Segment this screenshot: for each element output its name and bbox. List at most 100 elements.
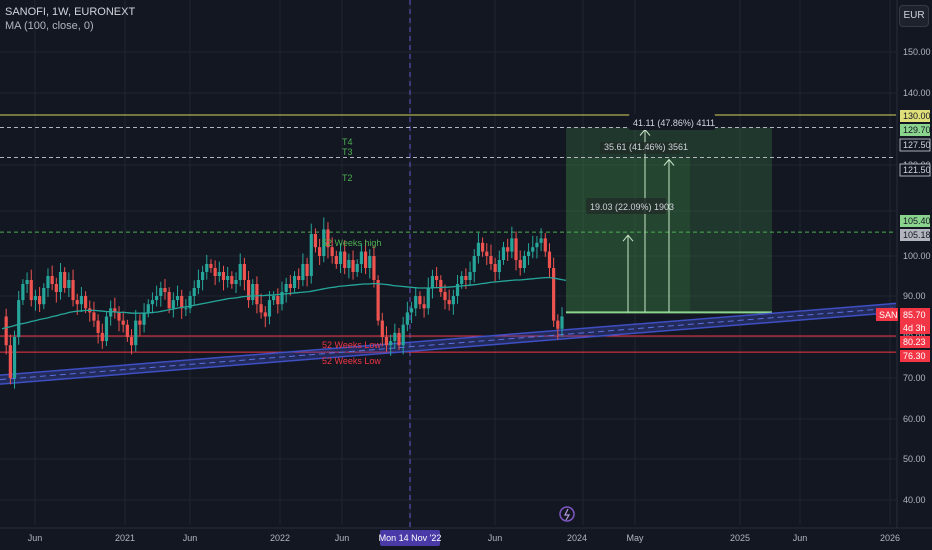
candle-body xyxy=(435,276,439,280)
ma-indicator-label: MA (100, close, 0) xyxy=(5,20,94,32)
candle-body xyxy=(209,264,213,268)
candle-body xyxy=(447,300,451,305)
candle-body xyxy=(430,276,435,288)
candle-body xyxy=(292,276,297,288)
candle-body xyxy=(372,256,376,280)
time-tick-label: Jun xyxy=(488,533,503,543)
candle-body xyxy=(443,292,447,301)
candle-body xyxy=(531,247,535,252)
time-tick-label: Jun xyxy=(335,533,350,543)
candle-body xyxy=(476,242,481,256)
candle-body xyxy=(205,264,209,272)
candle-body xyxy=(146,304,150,313)
trend-channel-band xyxy=(0,303,896,385)
price-tag: 105.40 xyxy=(900,215,931,227)
candle-body xyxy=(29,280,33,301)
candle-body xyxy=(192,288,196,296)
candle-body xyxy=(380,320,384,337)
candle-body xyxy=(113,308,117,313)
candle-body xyxy=(539,238,543,243)
last-price-symbol-bg xyxy=(876,308,898,321)
price-tag-text: 129.70 xyxy=(903,125,931,135)
measure-label: 19.03 (22.09%) 1903 xyxy=(586,198,674,214)
level-annotation: 52 Weeks high xyxy=(322,238,381,248)
candle-body xyxy=(238,264,242,280)
candle-body xyxy=(405,312,409,325)
price-tag-text: 127.50 xyxy=(903,140,931,150)
candle-body xyxy=(267,300,272,317)
price-tag-text: 130.00 xyxy=(903,111,931,121)
price-tag-text: 121.50 xyxy=(903,165,931,175)
measure-arrowhead xyxy=(663,158,675,166)
candle-body xyxy=(129,337,134,346)
candle-body xyxy=(75,300,79,305)
candle-body xyxy=(422,304,426,309)
time-tick-label: Jun xyxy=(28,533,43,543)
candle-body xyxy=(67,280,71,288)
candle-body xyxy=(359,251,364,264)
candle-body xyxy=(4,316,8,346)
earnings-event-icon[interactable] xyxy=(559,506,575,522)
candle-body xyxy=(200,272,205,280)
price-tick-label: 70.00 xyxy=(903,373,926,383)
candle-body xyxy=(464,276,468,280)
price-tag: 130.00 xyxy=(900,110,931,122)
lightning-icon xyxy=(564,508,571,521)
measure-label-bg xyxy=(600,142,680,154)
chart-legend: SANOFI, 1W, EURONEXT MA (100, close, 0) xyxy=(5,5,135,33)
candle-body xyxy=(104,316,109,342)
candle-body xyxy=(393,332,397,342)
candle-body xyxy=(251,284,255,301)
candle-body xyxy=(338,251,343,264)
candle-body xyxy=(368,256,372,268)
price-axis-bg xyxy=(897,0,932,550)
candle-body xyxy=(150,300,155,305)
measure-label: 35.61 (41.46%) 3561 xyxy=(600,142,688,154)
candle-body xyxy=(518,260,522,268)
price-tick-label: 150.00 xyxy=(903,47,931,57)
symbol-title: SANOFI, 1W, EURONEXT xyxy=(5,6,136,18)
price-tag: 76.30 xyxy=(900,350,930,362)
candle-body xyxy=(142,312,146,325)
candle-body xyxy=(17,300,21,337)
candle-body xyxy=(50,276,54,284)
candle-body xyxy=(506,247,510,252)
price-tick-label: 100.00 xyxy=(903,251,931,261)
candle-body xyxy=(510,238,514,252)
measure-arrowhead xyxy=(622,234,634,242)
candle-body xyxy=(493,264,497,272)
candle-body xyxy=(522,256,526,268)
candle-body xyxy=(92,312,96,321)
candle-body xyxy=(305,264,309,276)
price-tag-bg xyxy=(899,163,931,177)
candle-body xyxy=(351,260,355,272)
price-tag: 105.18 xyxy=(900,229,931,241)
price-tick-label: 40.00 xyxy=(903,495,926,505)
candle-body xyxy=(8,345,12,378)
candle-body xyxy=(389,341,393,346)
candle-body xyxy=(230,276,234,284)
candle-body xyxy=(547,251,552,268)
candle-body xyxy=(363,251,368,268)
currency-button[interactable]: EUR xyxy=(899,5,929,27)
candle-body xyxy=(96,320,100,333)
candle-body xyxy=(313,234,318,248)
time-tick-label: May xyxy=(626,533,644,543)
price-tag-bg xyxy=(899,138,931,152)
candle-body xyxy=(46,276,50,288)
candle-body xyxy=(418,296,422,305)
candle-body xyxy=(514,238,518,260)
candle-body xyxy=(58,272,63,292)
candle-body xyxy=(246,280,251,301)
candle-body xyxy=(468,272,472,280)
price-tag: 129.70 xyxy=(900,124,931,136)
candle-body xyxy=(322,229,326,256)
time-tick-label: 2021 xyxy=(115,533,135,543)
measure-label-text: 35.61 (41.46%) 3561 xyxy=(604,142,688,152)
candle-body xyxy=(109,308,113,317)
price-tag-bg xyxy=(900,110,930,122)
candle-body xyxy=(397,332,401,346)
last-price-tag: SAN 85.70 4d 3h xyxy=(876,308,930,334)
candle-body xyxy=(163,288,167,292)
